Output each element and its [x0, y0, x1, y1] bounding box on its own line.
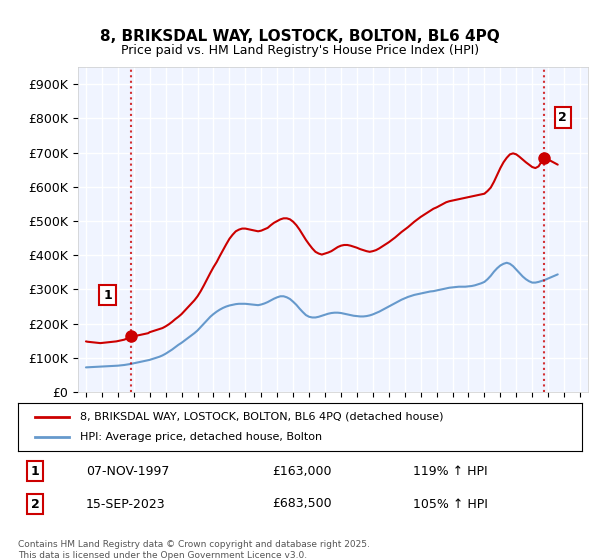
Text: 8, BRIKSDAL WAY, LOSTOCK, BOLTON, BL6 4PQ: 8, BRIKSDAL WAY, LOSTOCK, BOLTON, BL6 4P…: [100, 29, 500, 44]
Text: 07-NOV-1997: 07-NOV-1997: [86, 465, 169, 478]
Text: £163,000: £163,000: [272, 465, 331, 478]
Text: 15-SEP-2023: 15-SEP-2023: [86, 497, 166, 511]
Text: 2: 2: [558, 111, 567, 124]
Text: £683,500: £683,500: [272, 497, 331, 511]
Text: 1: 1: [103, 289, 112, 302]
Text: HPI: Average price, detached house, Bolton: HPI: Average price, detached house, Bolt…: [80, 432, 322, 442]
Text: 2: 2: [31, 497, 39, 511]
Text: 1: 1: [31, 465, 39, 478]
Text: Price paid vs. HM Land Registry's House Price Index (HPI): Price paid vs. HM Land Registry's House …: [121, 44, 479, 57]
Text: 119% ↑ HPI: 119% ↑ HPI: [413, 465, 487, 478]
Text: 105% ↑ HPI: 105% ↑ HPI: [413, 497, 488, 511]
Text: 8, BRIKSDAL WAY, LOSTOCK, BOLTON, BL6 4PQ (detached house): 8, BRIKSDAL WAY, LOSTOCK, BOLTON, BL6 4P…: [80, 412, 443, 422]
Text: Contains HM Land Registry data © Crown copyright and database right 2025.
This d: Contains HM Land Registry data © Crown c…: [18, 540, 370, 560]
